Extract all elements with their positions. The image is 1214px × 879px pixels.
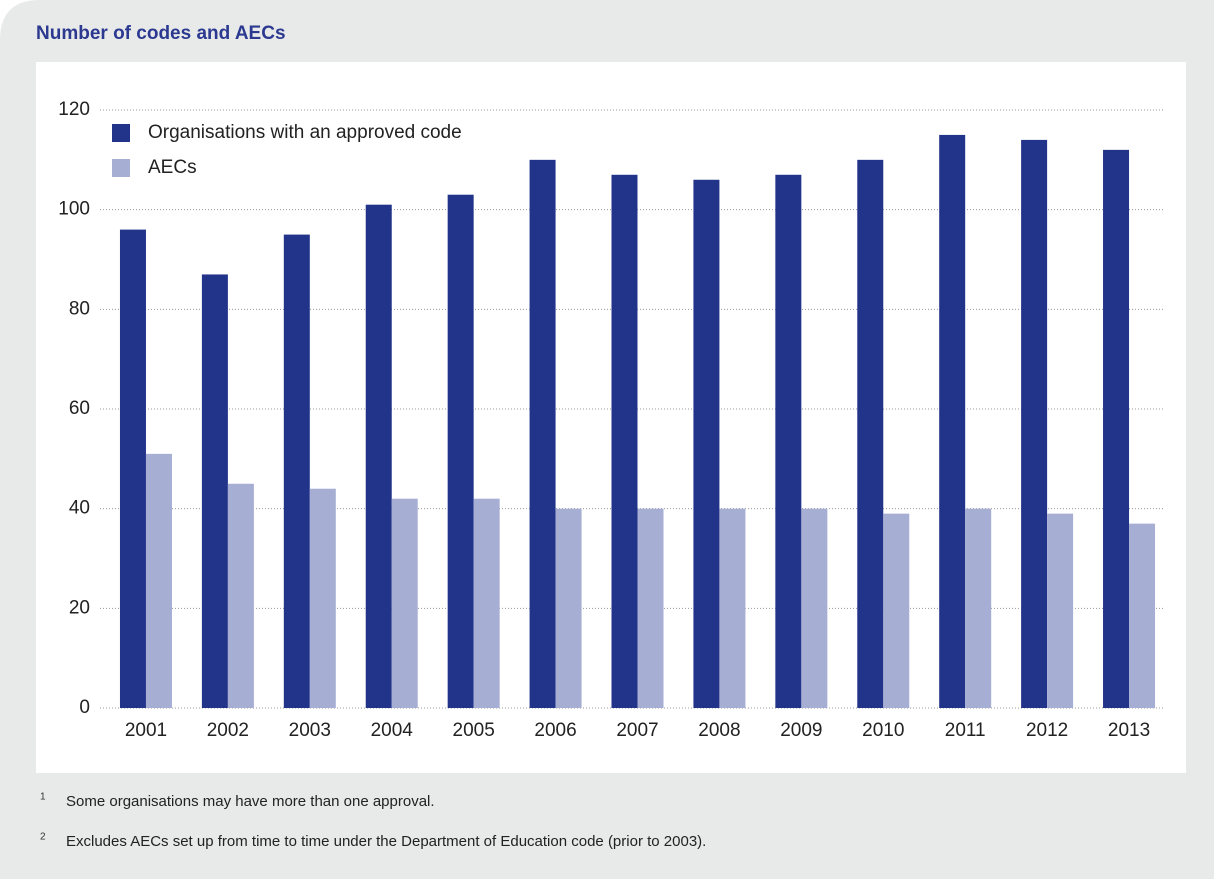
x-tick-label: 2010: [862, 720, 904, 741]
bar: [693, 179, 720, 708]
bar: [1047, 513, 1074, 708]
y-tick-label: 80: [69, 298, 90, 319]
bar: [309, 488, 336, 708]
bar: [1103, 149, 1130, 708]
bar: [391, 498, 418, 708]
bar: [1129, 523, 1156, 708]
x-tick-label: 2002: [207, 720, 249, 741]
x-tick-label: 2005: [453, 720, 495, 741]
legend-label: AECs: [148, 157, 197, 178]
bar: [473, 498, 500, 708]
bar: [201, 274, 228, 708]
y-tick-label: 20: [69, 597, 90, 618]
chart-title: Number of codes and AECs: [36, 23, 286, 44]
y-tick-label: 60: [69, 398, 90, 419]
x-tick-label: 2012: [1026, 720, 1068, 741]
bar: [883, 513, 910, 708]
bar: [1021, 139, 1048, 708]
bar: [775, 174, 802, 709]
bar: [611, 174, 638, 709]
x-tick-label: 2007: [616, 720, 658, 741]
bar: [857, 159, 884, 709]
x-tick-label: 2013: [1108, 720, 1150, 741]
bar: [965, 508, 992, 708]
x-tick-label: 2008: [698, 720, 740, 741]
bar: [637, 508, 664, 708]
bar: [801, 508, 828, 708]
x-tick-label: 2011: [945, 720, 986, 741]
bar: [939, 134, 966, 708]
x-tick-label: 2003: [289, 720, 331, 741]
footnote-marker: 1: [40, 792, 46, 803]
footnote: Some organisations may have more than on…: [66, 793, 435, 810]
legend-swatch: [112, 124, 130, 142]
x-tick-label: 2009: [780, 720, 822, 741]
y-tick-label: 0: [79, 697, 90, 718]
bar: [365, 204, 392, 708]
bar: [119, 229, 146, 708]
footnote-marker: 2: [40, 832, 46, 843]
bar: [145, 453, 172, 708]
legend-swatch: [112, 159, 130, 177]
bar: [719, 508, 746, 708]
x-tick-label: 2004: [371, 720, 414, 741]
bar: [283, 234, 310, 709]
y-tick-label: 100: [58, 199, 90, 220]
x-tick-label: 2001: [125, 720, 167, 741]
bar: [555, 508, 582, 708]
legend-label: Organisations with an approved code: [148, 122, 462, 143]
y-tick-label: 40: [69, 498, 90, 519]
x-tick-label: 2006: [534, 720, 576, 741]
y-tick-label: 120: [58, 99, 90, 120]
bar: [529, 159, 556, 709]
bar: [447, 194, 474, 708]
bar: [227, 483, 254, 708]
footnote: Excludes AECs set up from time to time u…: [66, 833, 706, 850]
